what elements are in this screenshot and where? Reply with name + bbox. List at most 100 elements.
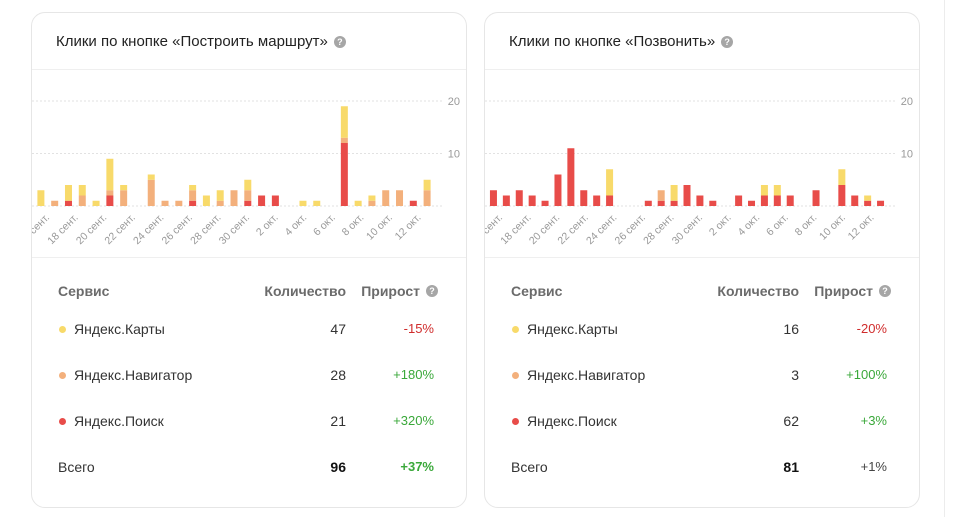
bar-segment — [838, 185, 846, 206]
bar-segment — [37, 190, 45, 206]
x-tick-label: 28 сент. — [188, 212, 223, 247]
bar-segment — [773, 185, 781, 196]
x-tick-label: 4 окт. — [735, 212, 762, 239]
service-name: Яндекс.Навигатор — [527, 367, 646, 383]
y-tick-label: 20 — [448, 96, 460, 108]
bar-segment — [851, 195, 859, 206]
x-tick-label: 30 сент. — [670, 212, 705, 247]
bar-segment — [189, 190, 197, 201]
bar-segment — [812, 190, 820, 206]
total-growth: +37% — [400, 459, 434, 474]
service-growth: -15% — [403, 321, 434, 336]
bar-segment — [189, 185, 197, 191]
bar-segment — [409, 200, 417, 206]
bar-segment — [78, 195, 86, 206]
bar-segment — [216, 200, 224, 206]
bar-segment — [340, 137, 348, 143]
help-icon[interactable]: ? — [879, 285, 891, 297]
header-service: Сервис — [58, 283, 110, 299]
x-tick-label: 6 окт. — [764, 212, 791, 239]
series-dot — [512, 372, 519, 379]
x-tick-label: 12 окт. — [393, 212, 424, 243]
bar-segment — [368, 195, 376, 201]
table-row: Яндекс.Карты 47 -15% — [32, 319, 466, 339]
bar-segment — [368, 200, 376, 206]
bar-segment — [244, 190, 252, 201]
x-tick-label: 22 сент. — [102, 212, 137, 247]
help-icon[interactable]: ? — [721, 35, 734, 48]
bar-segment — [760, 185, 768, 196]
bar-segment — [51, 200, 59, 206]
y-tick-label: 10 — [448, 149, 460, 161]
bar-segment — [606, 169, 614, 196]
table-row: Яндекс.Поиск 21 +320% — [32, 411, 466, 431]
total-growth: +1% — [860, 459, 887, 474]
bar-segment — [877, 200, 885, 206]
header-growth: Прирост ? — [814, 283, 891, 299]
x-tick-label: 18 сент. — [45, 212, 80, 247]
x-tick-label: 30 сент. — [217, 212, 252, 247]
x-tick-label: 12 окт. — [846, 212, 877, 243]
service-growth: -20% — [856, 321, 887, 336]
service-name: Яндекс.Карты — [74, 321, 165, 337]
bar-segment — [515, 190, 523, 206]
bar-segment — [593, 195, 601, 206]
service-name: Яндекс.Навигатор — [74, 367, 193, 383]
x-tick-label: 18 сент. — [498, 212, 533, 247]
bar-segment — [838, 169, 846, 185]
help-icon[interactable]: ? — [426, 285, 438, 297]
bar-segment — [709, 200, 717, 206]
total-label: Всего — [511, 459, 548, 475]
divider — [485, 69, 919, 70]
table-row: Яндекс.Поиск 62 +3% — [485, 411, 919, 431]
bar-segment — [644, 200, 652, 206]
bar-segment — [696, 195, 704, 206]
bar-segment — [120, 190, 128, 206]
bar-segment — [175, 200, 183, 206]
x-tick-label: 6 окт. — [311, 212, 338, 239]
route-clicks-chart: 201016 сент.18 сент.20 сент.22 сент.24 с… — [32, 96, 460, 247]
total-count: 81 — [783, 459, 799, 475]
x-tick-label: 20 сент. — [74, 212, 109, 247]
card-route-clicks: Клики по кнопке «Построить маршрут» ? 20… — [31, 12, 467, 508]
bar-segment — [354, 200, 362, 206]
service-growth: +3% — [860, 413, 887, 428]
table-row: Яндекс.Навигатор 28 +180% — [32, 365, 466, 385]
total-label: Всего — [58, 459, 95, 475]
divider — [32, 257, 466, 258]
card-title: Клики по кнопке «Позвонить» ? — [509, 33, 734, 50]
bar-segment — [161, 200, 169, 206]
x-tick-label: 8 окт. — [793, 212, 820, 239]
bar-segment — [202, 195, 210, 206]
bar-segment — [382, 190, 390, 206]
service-name: Яндекс.Поиск — [74, 413, 164, 429]
bar-segment — [502, 195, 510, 206]
series-dot — [512, 326, 519, 333]
service-count: 28 — [330, 367, 346, 383]
bar-segment — [541, 200, 549, 206]
bar-segment — [567, 148, 575, 206]
bar-segment — [147, 179, 155, 206]
bar-segment — [748, 200, 756, 206]
help-icon[interactable]: ? — [333, 35, 346, 48]
bar-segment — [299, 200, 307, 206]
bar-segment — [580, 190, 588, 206]
service-count: 3 — [791, 367, 799, 383]
header-growth-label: Прирост — [361, 283, 420, 299]
y-tick-label: 10 — [901, 149, 913, 161]
bar-segment — [106, 158, 114, 191]
bar-segment — [489, 190, 497, 206]
x-tick-label: 24 сент. — [584, 212, 619, 247]
bar-segment — [606, 195, 614, 206]
table-total-row: Всего 96 +37% — [32, 457, 466, 477]
table-row: Яндекс.Карты 16 -20% — [485, 319, 919, 339]
x-tick-label: 4 окт. — [282, 212, 309, 239]
bar-segment — [773, 195, 781, 206]
total-count: 96 — [330, 459, 346, 475]
bar-segment — [396, 190, 404, 206]
bar-segment — [120, 185, 128, 191]
bar-segment — [313, 200, 321, 206]
x-tick-label: 10 окт. — [817, 212, 848, 243]
service-growth: +100% — [846, 367, 887, 382]
page-divider — [944, 0, 945, 517]
